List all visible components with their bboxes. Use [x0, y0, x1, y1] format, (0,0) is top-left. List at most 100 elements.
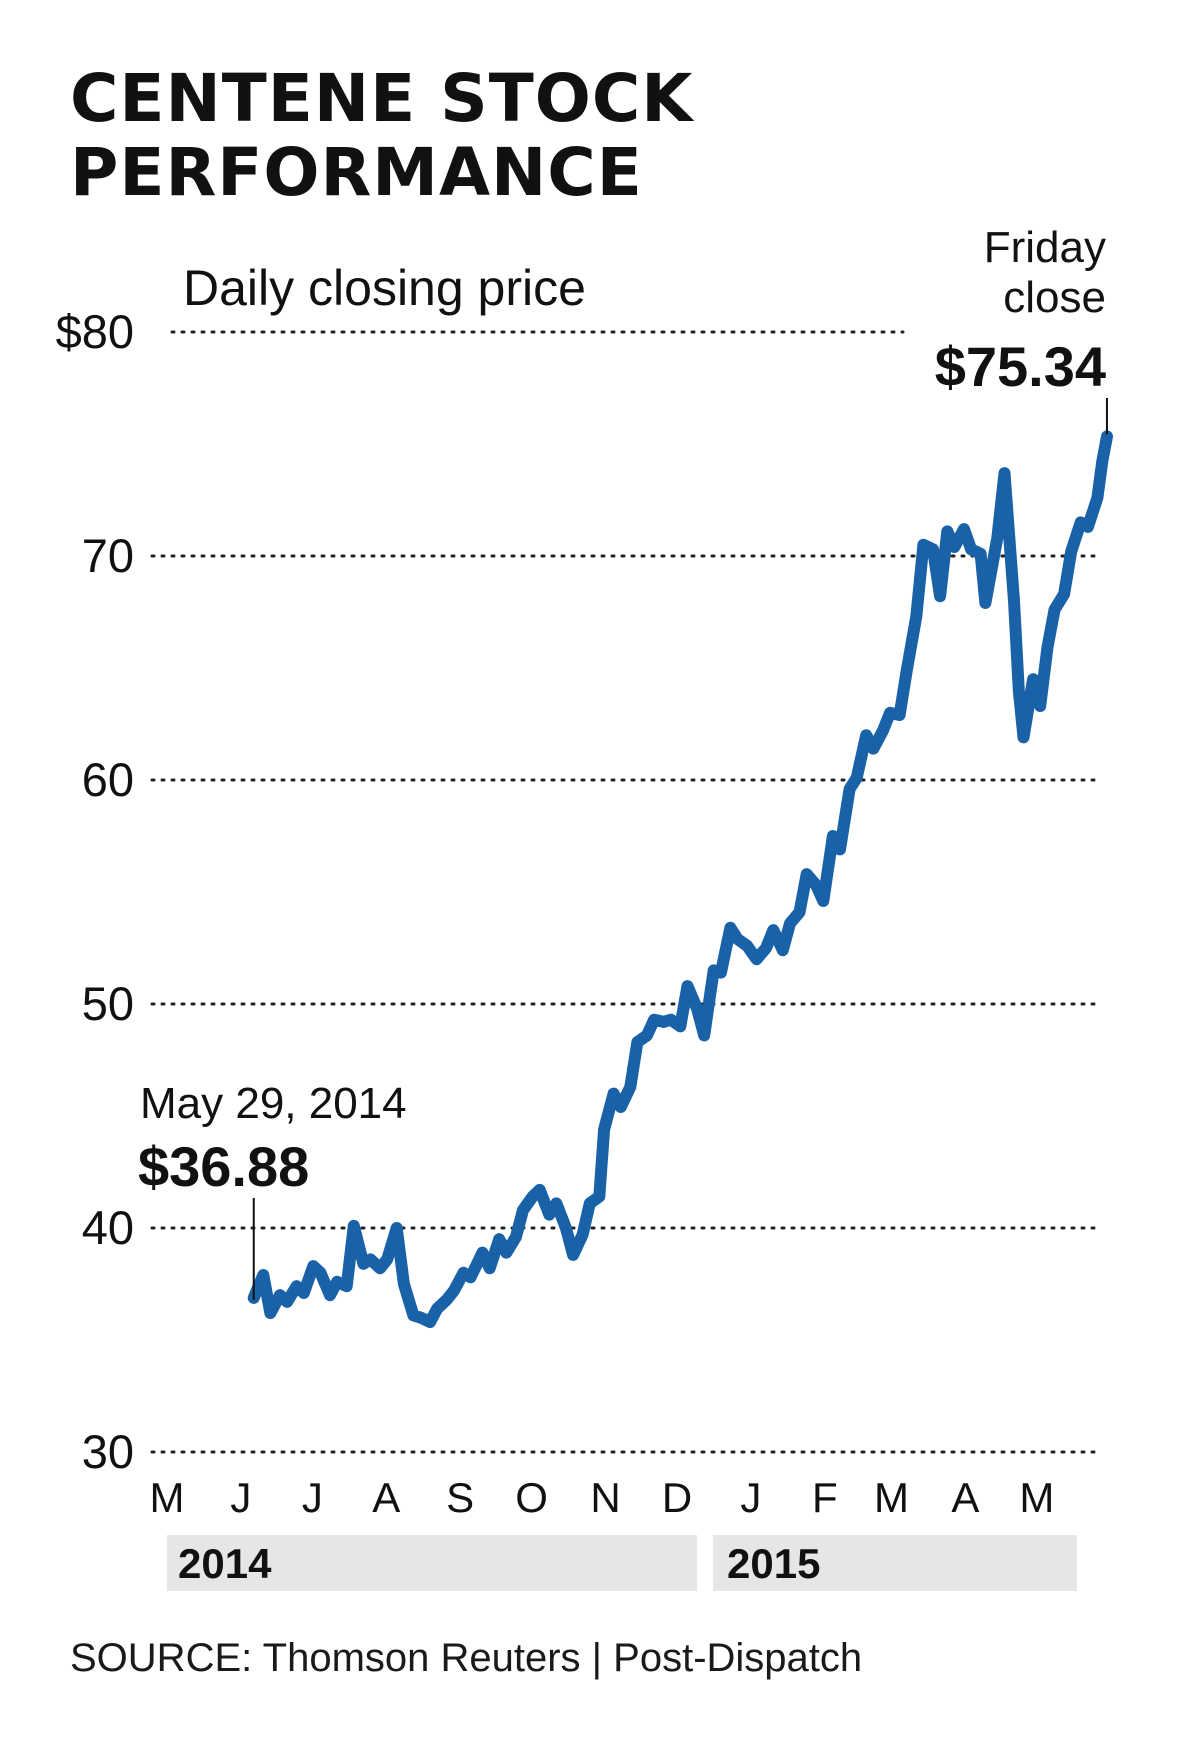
data-point: [572, 1254, 574, 1256]
start-value-label: $36.88: [138, 1135, 309, 1198]
data-point: [482, 1252, 483, 1254]
end-date-label: Friday close: [984, 223, 1106, 322]
data-point: [906, 669, 908, 671]
data-point: [882, 730, 884, 732]
data-point: [303, 1292, 305, 1294]
data-point: [703, 1034, 705, 1036]
data-point: [946, 530, 948, 532]
x-tick-label: D: [662, 1474, 692, 1521]
x-tick-label: M: [150, 1474, 185, 1521]
data-point: [832, 835, 834, 837]
data-point: [1018, 689, 1020, 691]
data-point: [629, 1086, 631, 1088]
data-point: [729, 927, 731, 929]
data-point: [548, 1214, 550, 1216]
data-point: [1054, 609, 1055, 611]
data-point: [453, 1290, 455, 1292]
year-band-2014: [167, 1535, 697, 1591]
data-point: [498, 1238, 500, 1240]
data-point: [532, 1196, 534, 1198]
data-point: [370, 1258, 371, 1260]
x-tick-label: S: [446, 1474, 474, 1521]
data-point: [362, 1263, 364, 1265]
year-band-2015: [713, 1535, 1077, 1591]
data-point: [772, 929, 774, 931]
data-point: [1096, 497, 1098, 499]
data-point: [1004, 472, 1005, 474]
data-point: [1080, 521, 1082, 523]
data-point: [646, 1034, 648, 1036]
x-tick-label: M: [874, 1474, 909, 1521]
data-point: [420, 1317, 422, 1319]
data-point: [582, 1234, 584, 1236]
data-point: [262, 1274, 264, 1276]
data-point: [1087, 526, 1089, 528]
data-point: [653, 1019, 655, 1021]
data-point: [865, 734, 867, 736]
data-point: [412, 1314, 414, 1316]
data-point: [970, 548, 972, 550]
data-point: [470, 1276, 472, 1278]
data-point: [403, 1283, 405, 1285]
data-point: [269, 1312, 271, 1314]
data-point: [1039, 705, 1041, 707]
data-point: [620, 1106, 622, 1108]
data-point: [806, 873, 808, 875]
data-point: [286, 1301, 288, 1303]
data-point: [756, 958, 758, 960]
start-date-label: May 29, 2014: [140, 1079, 407, 1128]
data-point: [463, 1272, 464, 1274]
data-point: [1046, 647, 1048, 649]
data-point: [320, 1272, 321, 1274]
data-point: [856, 777, 858, 779]
x-tick-label: J: [740, 1474, 761, 1521]
data-point: [822, 900, 824, 902]
data-point: [849, 788, 851, 790]
x-tick-label: F: [812, 1474, 838, 1521]
data-point: [663, 1021, 665, 1023]
data-point: [889, 712, 891, 714]
data-point: [696, 1008, 698, 1009]
data-point: [353, 1225, 355, 1227]
data-point: [765, 947, 767, 949]
price-line: [247, 430, 1113, 1329]
data-point: [789, 922, 791, 924]
chart-title: CENTENE STOCK PERFORMANCE: [70, 60, 694, 211]
data-point: [1013, 600, 1015, 602]
data-point: [1106, 435, 1108, 437]
y-tick-label: 30: [82, 1425, 134, 1478]
data-point: [1032, 678, 1034, 680]
data-point: [613, 1093, 615, 1095]
data-point: [589, 1202, 591, 1204]
data-point: [279, 1294, 281, 1296]
data-point: [1070, 551, 1072, 552]
data-point: [386, 1258, 388, 1260]
year-label-2015: 2015: [727, 1540, 820, 1587]
x-tick-label: A: [951, 1474, 979, 1521]
data-point: [872, 748, 874, 750]
data-point: [505, 1252, 507, 1254]
data-point: [489, 1267, 491, 1269]
data-point: [922, 544, 924, 546]
data-point: [379, 1267, 381, 1269]
data-point: [436, 1308, 438, 1310]
data-point: [1101, 461, 1103, 463]
data-point: [522, 1209, 524, 1211]
data-point: [899, 714, 901, 716]
data-point: [296, 1285, 298, 1287]
data-point: [1023, 736, 1024, 738]
data-point: [799, 911, 800, 913]
data-point: [636, 1041, 638, 1043]
y-tick-label: 40: [82, 1201, 134, 1254]
data-point: [515, 1236, 517, 1238]
data-point: [346, 1285, 348, 1287]
data-point: [996, 537, 998, 539]
data-point: [737, 938, 738, 940]
end-value-label: $75.34: [935, 335, 1106, 398]
data-point: [984, 602, 986, 604]
data-point: [679, 1025, 681, 1027]
data-point: [720, 972, 722, 974]
data-point: [815, 884, 817, 886]
